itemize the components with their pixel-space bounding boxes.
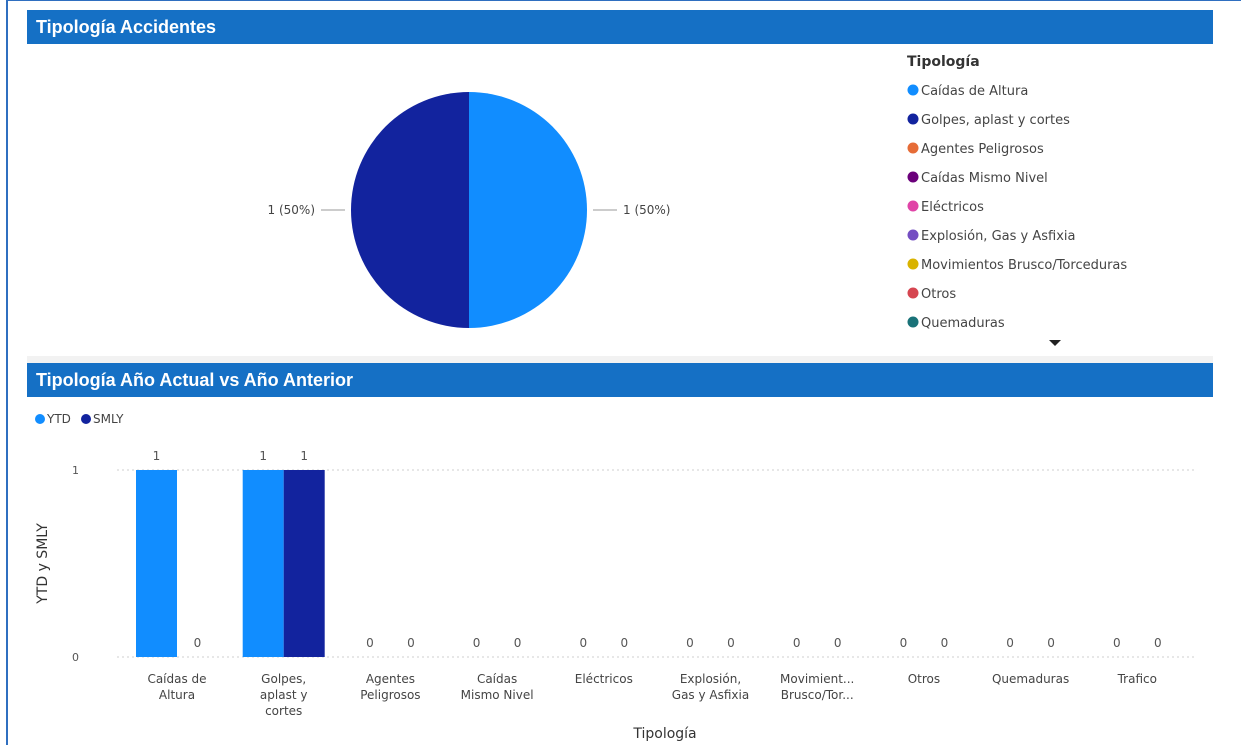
legend-item-label: Otros bbox=[921, 287, 956, 302]
bar-data-label: 0 bbox=[514, 636, 522, 650]
legend-item-label: Movimientos Brusco/Torceduras bbox=[921, 258, 1127, 273]
bar-data-label: 0 bbox=[366, 636, 374, 650]
pie-chart: 1 (50%) 1 (50%) Tipología Caídas de Altura G… bbox=[268, 54, 1127, 346]
bar-data-label: 1 bbox=[300, 449, 308, 463]
y-tick-label: 1 bbox=[72, 464, 79, 477]
legend-marker bbox=[907, 113, 919, 125]
x-tick-label: Explosión, bbox=[680, 672, 741, 686]
legend-marker bbox=[81, 414, 91, 424]
x-tick-label: Golpes, bbox=[261, 672, 306, 686]
pie-data-label: 1 (50%) bbox=[268, 203, 315, 217]
legend-scroll-down-icon[interactable] bbox=[1049, 340, 1061, 346]
y-axis-title: YTD y SMLY bbox=[35, 523, 51, 605]
bar-chart-panel: Tipología Año Actual vs Año Anterior YTD… bbox=[27, 363, 1213, 745]
x-tick-label: Caídas bbox=[477, 672, 517, 686]
bar-data-label: 0 bbox=[686, 636, 694, 650]
bar-data-label: 0 bbox=[1006, 636, 1014, 650]
bar-panel-title: Tipología Año Actual vs Año Anterior bbox=[27, 363, 1213, 397]
pie-chart-panel: Tipología Accidentes 1 (50%) 1 (50%) Tipol… bbox=[27, 10, 1213, 356]
legend-marker bbox=[907, 258, 919, 270]
bar-data-label: 0 bbox=[900, 636, 908, 650]
bar bbox=[136, 470, 177, 657]
legend-title: Tipología bbox=[907, 54, 980, 70]
x-tick-label: Agentes bbox=[366, 672, 415, 686]
x-tick-label: Gas y Asfixia bbox=[672, 688, 749, 702]
bar-data-label: 0 bbox=[1154, 636, 1162, 650]
legend-marker bbox=[907, 287, 919, 299]
legend-item-label: SMLY bbox=[93, 412, 124, 426]
legend-item-label: Golpes, aplast y cortes bbox=[921, 113, 1070, 128]
legend-marker bbox=[907, 200, 919, 212]
x-axis-title: Tipología bbox=[632, 726, 696, 742]
bar-data-label: 0 bbox=[473, 636, 481, 650]
bar-chart: YTD SMLY 0 1 YTD y SMLY 1 0 Caídas de Altura 1 1 Go… bbox=[35, 412, 1197, 742]
bar-data-label: 0 bbox=[194, 636, 202, 650]
bar bbox=[242, 470, 284, 657]
bar bbox=[283, 470, 325, 657]
legend-marker bbox=[907, 84, 919, 96]
bar-data-label: 0 bbox=[579, 636, 587, 650]
legend-marker bbox=[907, 316, 919, 328]
bar-data-label: 1 bbox=[259, 449, 267, 463]
legend-item-label: Caídas de Altura bbox=[921, 84, 1028, 99]
legend-item-label: Explosión, Gas y Asfixia bbox=[921, 229, 1075, 244]
x-tick-label: Otros bbox=[908, 672, 940, 686]
window-frame-top bbox=[6, 0, 1241, 1]
legend-item-label: Agentes Peligrosos bbox=[921, 142, 1044, 157]
x-tick-label: Peligrosos bbox=[360, 688, 420, 702]
legend-marker bbox=[907, 171, 919, 183]
legend-item-label: YTD bbox=[46, 412, 71, 426]
legend-item-label: Caídas Mismo Nivel bbox=[921, 171, 1048, 186]
legend-marker bbox=[35, 414, 45, 424]
pie-panel-title: Tipología Accidentes bbox=[27, 10, 1213, 44]
legend-item-label: Eléctricos bbox=[921, 200, 984, 215]
bar-data-label: 0 bbox=[941, 636, 949, 650]
x-tick-label: Quemaduras bbox=[992, 672, 1069, 686]
window-frame-left bbox=[6, 0, 8, 745]
bar-data-label: 0 bbox=[834, 636, 842, 650]
legend-item-label: Quemaduras bbox=[921, 316, 1005, 331]
x-tick-label: aplast y bbox=[260, 688, 308, 702]
x-tick-label: Movimient... bbox=[780, 672, 854, 686]
bar-data-label: 1 bbox=[153, 449, 161, 463]
pie-slice bbox=[469, 92, 587, 328]
bar-data-label: 0 bbox=[620, 636, 628, 650]
legend-marker bbox=[907, 142, 919, 154]
x-tick-label: Altura bbox=[159, 688, 195, 702]
bar-data-label: 0 bbox=[1047, 636, 1055, 650]
x-tick-label: Mismo Nivel bbox=[461, 688, 534, 702]
bar-data-label: 0 bbox=[407, 636, 415, 650]
x-tick-label: Brusco/Tor... bbox=[781, 688, 854, 702]
x-tick-label: Trafico bbox=[1117, 672, 1157, 686]
x-tick-label: Eléctricos bbox=[575, 672, 633, 686]
pie-data-label: 1 (50%) bbox=[623, 203, 670, 217]
legend-marker bbox=[907, 229, 919, 241]
bar-data-label: 0 bbox=[1113, 636, 1121, 650]
y-tick-label: 0 bbox=[72, 651, 79, 664]
pie-slice bbox=[351, 92, 469, 328]
panel-divider bbox=[27, 352, 1213, 363]
x-tick-label: Caídas de bbox=[147, 672, 206, 686]
bar-data-label: 0 bbox=[727, 636, 735, 650]
bar-data-label: 0 bbox=[793, 636, 801, 650]
x-tick-label: cortes bbox=[265, 704, 302, 718]
